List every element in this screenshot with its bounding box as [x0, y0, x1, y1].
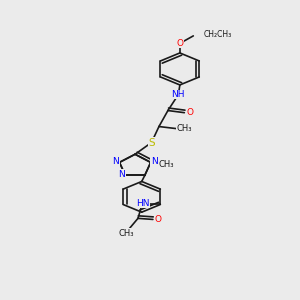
Text: N: N: [112, 157, 119, 166]
Text: CH₂CH₃: CH₂CH₃: [204, 30, 232, 39]
Text: O: O: [186, 108, 193, 117]
Text: S: S: [148, 137, 155, 148]
Text: NH: NH: [172, 90, 185, 99]
Text: CH₃: CH₃: [118, 229, 134, 238]
Text: CH₃: CH₃: [158, 160, 174, 169]
Text: CH₃: CH₃: [177, 124, 192, 133]
Text: O: O: [155, 215, 162, 224]
Text: O: O: [176, 39, 183, 48]
Text: N: N: [151, 157, 158, 166]
Text: HN: HN: [136, 199, 149, 208]
Text: N: N: [118, 170, 125, 179]
